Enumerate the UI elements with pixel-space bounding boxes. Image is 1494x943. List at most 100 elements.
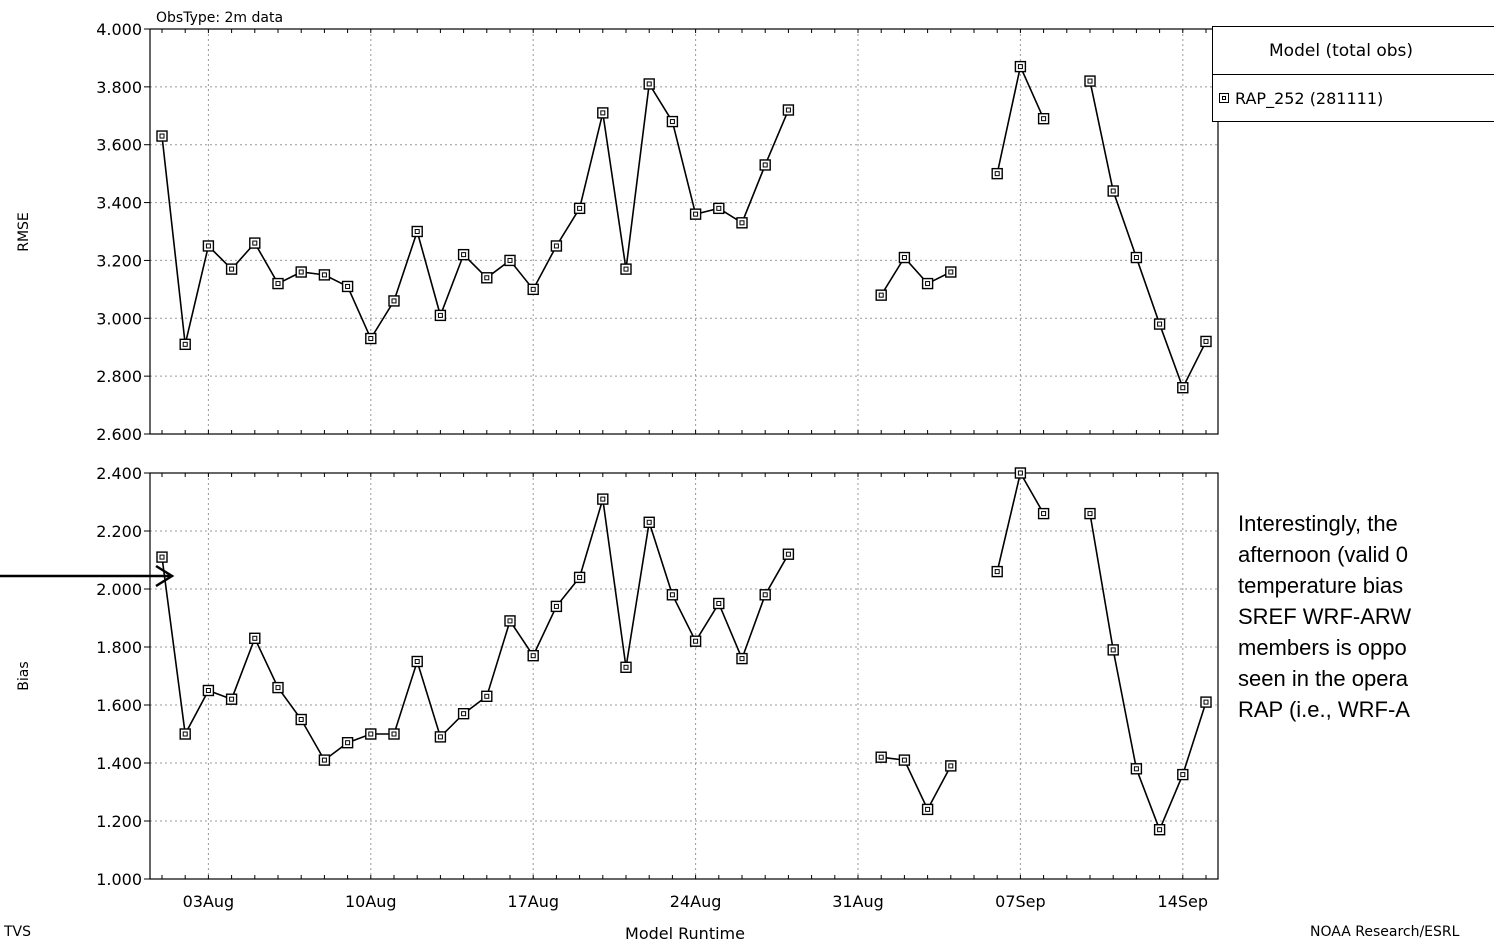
data-point: [365, 728, 377, 740]
series-line: [161, 498, 790, 762]
footer-right-label: NOAA Research/ESRL: [1310, 924, 1460, 940]
series-line: [1089, 80, 1207, 390]
y-tick-label: 3.600: [96, 136, 142, 155]
data-point-inner: [669, 592, 675, 598]
data-point-inner: [229, 696, 235, 702]
data-point: [1153, 318, 1166, 330]
data-point-inner: [600, 496, 606, 502]
data-point-inner: [577, 205, 583, 211]
data-point: [365, 332, 377, 345]
data-point-inner: [437, 734, 443, 740]
data-point-inner: [739, 656, 745, 662]
data-point-inner: [1180, 772, 1186, 778]
data-point-inner: [461, 711, 467, 717]
data-point: [179, 338, 191, 351]
data-point: [643, 78, 655, 90]
data-point: [1107, 185, 1119, 197]
data-point: [156, 551, 168, 563]
data-point: [249, 237, 261, 249]
data-point-inner: [600, 110, 606, 116]
data-point-inner: [391, 298, 397, 304]
data-point-inner: [1087, 78, 1093, 84]
data-point: [713, 597, 725, 610]
data-point-inner: [298, 717, 304, 722]
series-line: [880, 256, 952, 296]
data-point: [249, 632, 261, 644]
data-point-inner: [252, 240, 258, 246]
data-point-inner: [1041, 116, 1047, 122]
data-point-inner: [391, 731, 397, 737]
data-point-inner: [461, 252, 467, 258]
legend-entry: RAP_252 (281111): [1213, 75, 1494, 121]
data-point-inner: [1110, 188, 1116, 194]
data-point: [1200, 335, 1212, 348]
x-axis-title: Model Runtime: [625, 924, 745, 943]
data-point-inner: [275, 281, 281, 287]
data-point-inner: [1017, 64, 1023, 70]
data-point: [272, 277, 284, 290]
data-point: [202, 684, 215, 697]
data-point-inner: [762, 592, 768, 598]
data-point: [643, 516, 655, 528]
y-tick-label: 2.800: [96, 367, 142, 386]
data-point: [736, 217, 748, 229]
data-point-inner: [507, 618, 513, 624]
series-line: [996, 470, 1045, 572]
y-tick-label: 1.000: [96, 870, 142, 889]
footer-left-label: TVS: [3, 924, 31, 940]
data-point-inner: [159, 133, 165, 139]
data-point-inner: [762, 162, 768, 168]
data-point-inner: [321, 757, 327, 763]
data-point-inner: [321, 272, 327, 278]
data-point: [1130, 763, 1143, 775]
data-point-inner: [739, 220, 745, 226]
y-tick-label: 4.000: [96, 20, 142, 39]
data-point-inner: [507, 257, 513, 263]
data-point: [991, 167, 1003, 180]
data-point: [573, 571, 586, 584]
data-point-inner: [901, 757, 907, 763]
data-point-inner: [693, 638, 699, 644]
bias-panel: 2.400 2.200 2.000 1.800 1.600 1.400 1.200 1.000…: [16, 464, 1219, 911]
data-point-inner: [530, 286, 536, 292]
data-point: [1130, 251, 1143, 264]
data-point: [481, 690, 493, 702]
plot-frame: [149, 28, 1219, 435]
data-point: [1014, 467, 1027, 479]
data-point: [1014, 60, 1027, 73]
data-point: [225, 263, 238, 275]
data-point: [689, 208, 702, 220]
plot-frame: [149, 472, 1219, 880]
data-point: [457, 248, 470, 261]
data-point-inner: [368, 336, 374, 342]
data-point: [597, 493, 609, 505]
data-point: [550, 600, 563, 613]
x-tick-label: 03Aug: [183, 892, 235, 911]
data-point: [272, 681, 284, 694]
data-point-inner: [716, 601, 722, 606]
legend: Model (total obs) RAP_252 (281111): [1212, 26, 1494, 122]
data-point: [759, 589, 771, 601]
x-tick-label: 24Aug: [670, 892, 722, 911]
data-point-inner: [1133, 255, 1139, 261]
x-tick-label: 14Sep: [1158, 892, 1209, 911]
data-point-inner: [1203, 338, 1209, 344]
data-point-inner: [994, 171, 1000, 177]
data-point: [156, 130, 168, 142]
data-point: [504, 254, 516, 267]
data-point: [759, 159, 771, 171]
y-tick-label: 2.200: [96, 522, 142, 541]
y-tick-label: 1.400: [96, 754, 142, 773]
data-point-inner: [925, 806, 931, 812]
data-point-inner: [878, 292, 884, 298]
data-point: [1084, 75, 1096, 87]
data-point: [434, 309, 447, 322]
data-point-inner: [948, 269, 954, 275]
data-point: [295, 266, 307, 278]
square-marker-icon: [1219, 93, 1229, 103]
data-point: [945, 266, 957, 278]
data-point: [620, 263, 632, 275]
data-point-inner: [205, 243, 211, 249]
y-tick-label: 2.000: [96, 580, 142, 599]
data-point: [898, 251, 911, 264]
